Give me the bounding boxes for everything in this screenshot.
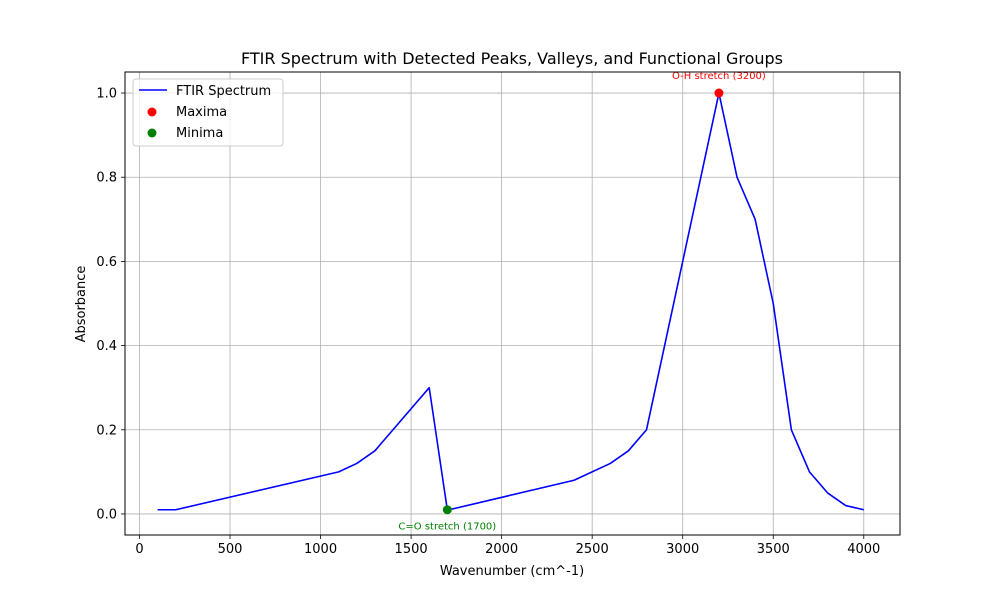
- spectrum-line: [158, 93, 864, 510]
- series-layer: [158, 93, 864, 510]
- maxima-point: [714, 89, 723, 98]
- y-tick-label: 0.6: [96, 255, 117, 270]
- x-tick-label: 4000: [847, 542, 880, 557]
- y-tick-label: 0.8: [96, 171, 117, 186]
- y-axis-label: Absorbance: [74, 266, 89, 343]
- legend-label-minima: Minima: [176, 126, 223, 141]
- chart-title: FTIR Spectrum with Detected Peaks, Valle…: [241, 49, 783, 68]
- y-tick-label: 0.2: [96, 423, 117, 438]
- x-tick-label: 3500: [757, 542, 790, 557]
- points-layer: O-H stretch (3200) C=O stretch (1700): [398, 71, 766, 533]
- legend-maxima-marker: [148, 108, 157, 117]
- x-axis-label: Wavenumber (cm^-1): [440, 564, 584, 579]
- legend-label-spectrum: FTIR Spectrum: [176, 84, 271, 99]
- legend-label-maxima: Maxima: [176, 105, 227, 120]
- x-tick-label: 3000: [666, 542, 699, 557]
- x-tick-label: 500: [218, 542, 243, 557]
- x-tick-label: 2500: [576, 542, 609, 557]
- legend-minima-marker: [148, 129, 157, 138]
- y-tick-label: 0.0: [96, 507, 117, 522]
- maxima-annotation: O-H stretch (3200): [672, 71, 766, 82]
- x-tick-label: 1000: [304, 542, 337, 557]
- minima-point: [443, 505, 452, 514]
- x-tick-label: 2000: [485, 542, 518, 557]
- ticks-layer: 0 500 1000 1500 2000 2500 3000 3500 4000 0.0 0.2 0.…: [96, 87, 880, 557]
- y-tick-label: 0.4: [96, 339, 117, 354]
- y-tick-label: 1.0: [96, 87, 117, 102]
- x-tick-label: 1500: [395, 542, 428, 557]
- x-tick-label: 0: [135, 542, 143, 557]
- minima-annotation: C=O stretch (1700): [398, 522, 496, 533]
- legend: FTIR Spectrum Maxima Minima: [133, 79, 283, 146]
